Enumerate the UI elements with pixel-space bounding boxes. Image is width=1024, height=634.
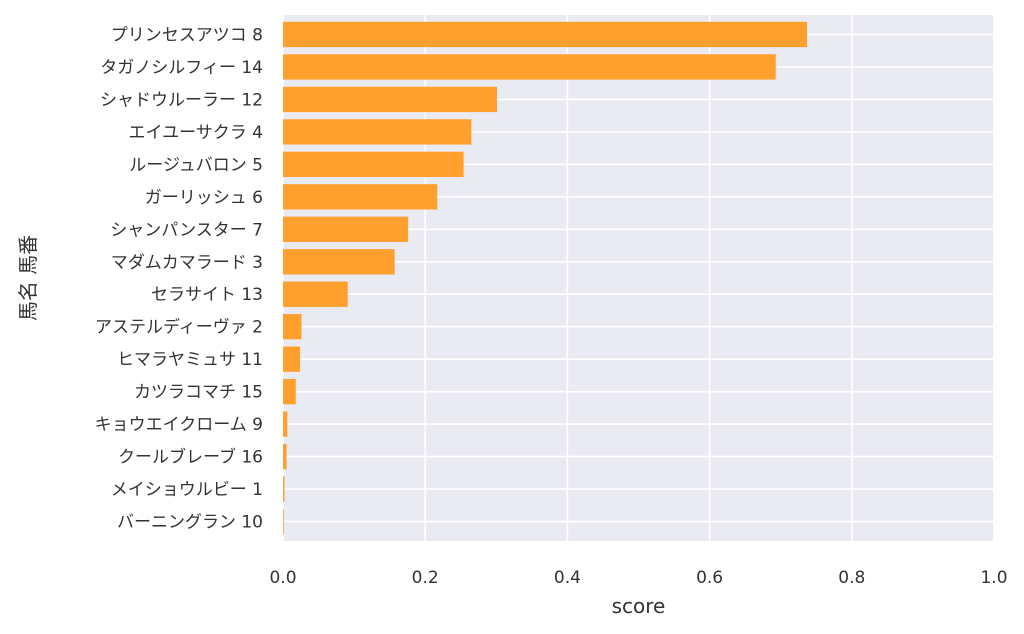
- bar: [283, 508, 284, 535]
- y-tick-label: セラサイト 13: [151, 285, 263, 305]
- bar: [283, 21, 808, 48]
- bar: [283, 346, 301, 372]
- y-axis-title: 馬名 馬番: [16, 235, 40, 321]
- bar: [283, 54, 776, 80]
- y-tick-label: マダムカマラード 3: [111, 253, 263, 273]
- y-tick-label: プリンセスアツコ 8: [111, 25, 263, 45]
- bar: [283, 216, 409, 242]
- y-tick-label: シャドウルーラー 12: [100, 90, 263, 110]
- bar: [283, 249, 395, 275]
- y-tick-label: ガーリッシュ 6: [145, 188, 263, 208]
- x-axis-title: score: [612, 594, 666, 618]
- bar: [283, 151, 464, 178]
- bar: [283, 378, 296, 405]
- x-tick-label: 0.2: [412, 568, 439, 588]
- x-tick-label: 0.6: [696, 568, 723, 588]
- bar: [283, 281, 348, 307]
- bar: [283, 443, 287, 470]
- y-tick-label: バーニングラン 10: [117, 513, 263, 533]
- x-tick-label: 0.4: [554, 568, 581, 588]
- x-tick-label: 0.0: [269, 568, 296, 588]
- y-tick-label: エイユーサクラ 4: [128, 123, 263, 143]
- bars: [283, 21, 808, 535]
- y-tick-label: アステルディーヴァ 2: [95, 317, 263, 338]
- bar: [283, 314, 302, 340]
- bar: [283, 411, 288, 437]
- y-tick-label: ヒマラヤミュサ 11: [117, 350, 263, 370]
- bar: [283, 184, 438, 210]
- bar: [283, 86, 498, 113]
- bar: [283, 476, 285, 502]
- y-tick-label: メイショウルビー 1: [111, 480, 263, 500]
- y-tick-label: キョウエイクローム 9: [95, 415, 263, 435]
- bar: [283, 119, 472, 145]
- y-tick-label: ルージュバロン 5: [129, 155, 263, 175]
- x-tick-label: 1.0: [980, 568, 1007, 588]
- y-tick-labels: プリンセスアツコ 8 タガノシルフィー 14 シャドウルーラー 12 エイユーサクラ …: [95, 25, 263, 532]
- y-tick-label: クールブレーブ 16: [118, 447, 263, 468]
- x-tick-label: 0.8: [838, 568, 865, 588]
- y-tick-label: カツラコマチ 15: [134, 383, 263, 403]
- y-tick-label: シャンパンスター 7: [110, 220, 263, 240]
- x-tick-labels: 0.0 0.2 0.4 0.6 0.8 1.0: [269, 568, 1007, 588]
- y-tick-label: タガノシルフィー 14: [100, 58, 263, 78]
